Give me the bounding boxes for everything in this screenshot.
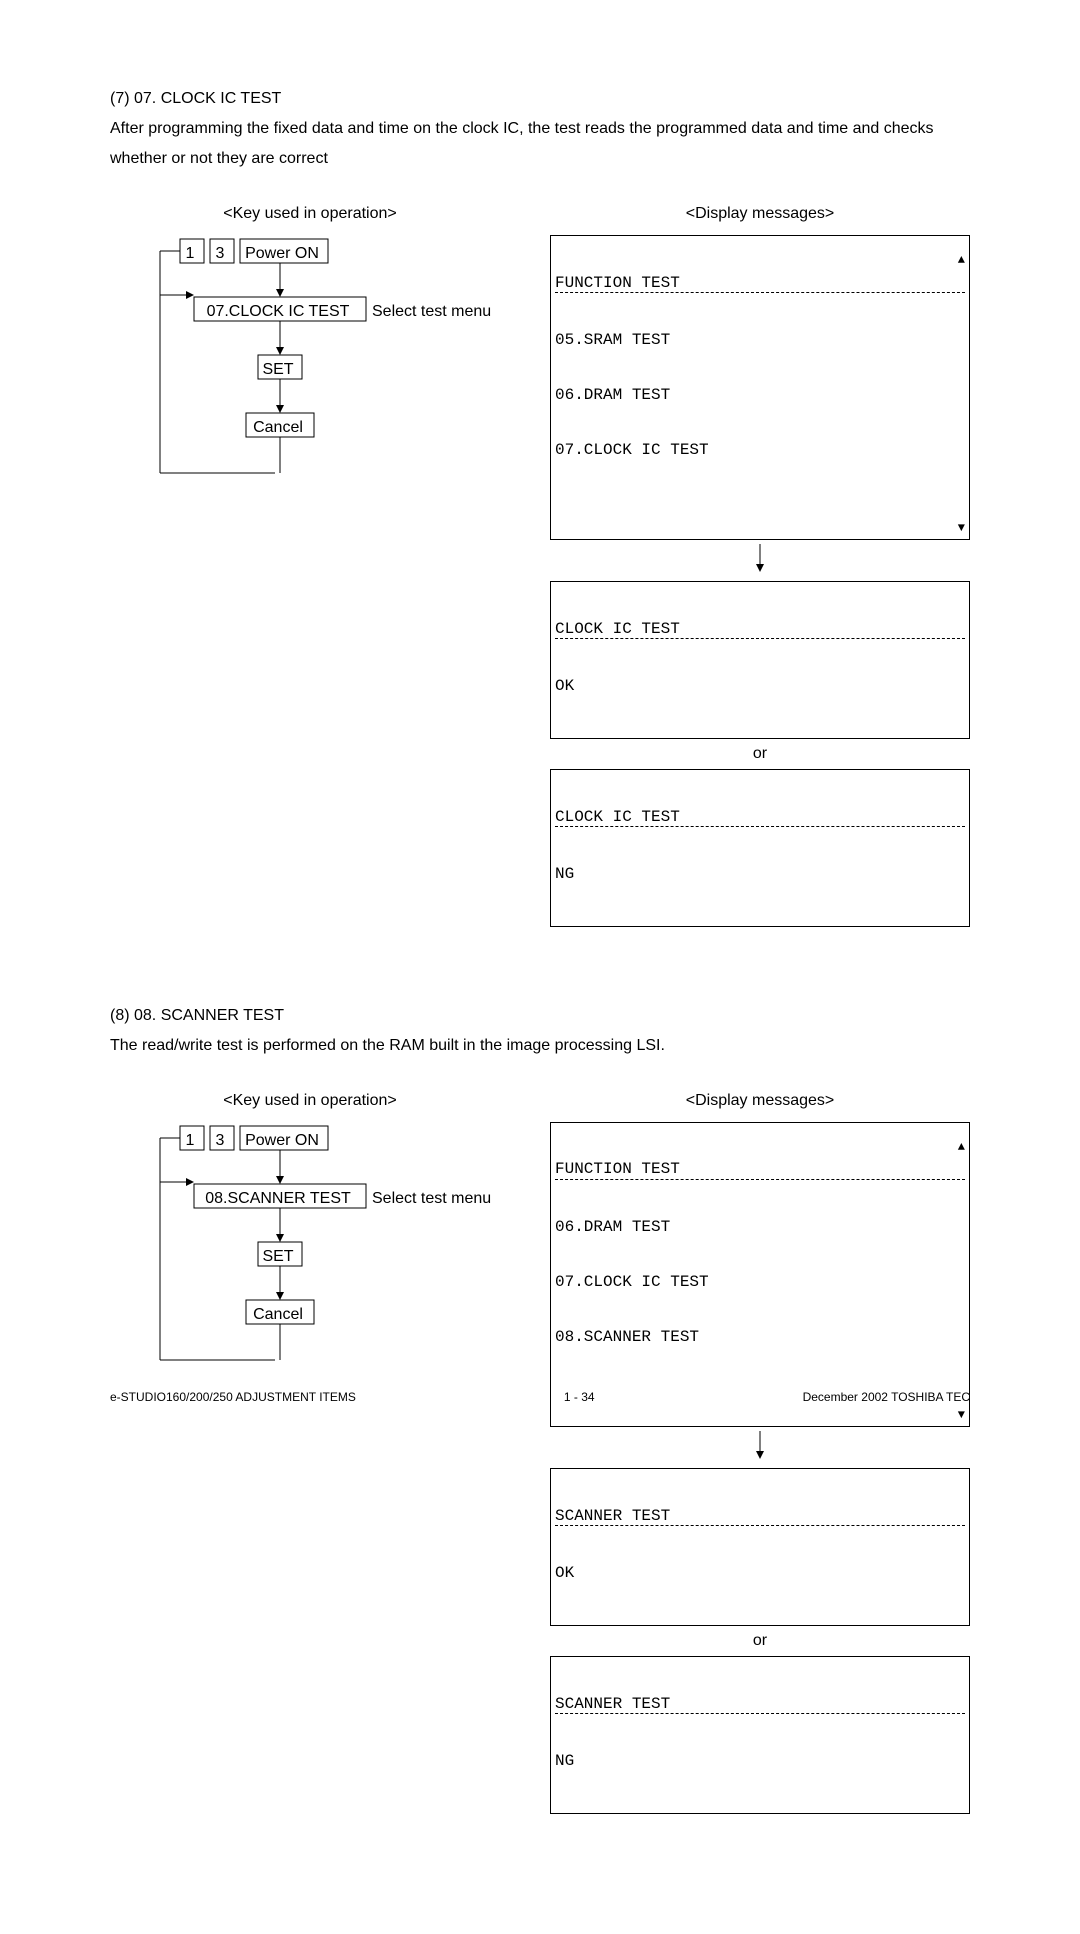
menu-box-text: 07.CLOCK IC TEST xyxy=(192,303,364,321)
set-box: SET xyxy=(256,1248,300,1266)
section7-title: (7) 07. CLOCK IC TEST xyxy=(110,90,970,108)
section8-flowchart xyxy=(120,1122,500,1382)
lcd-ng-l2: NG xyxy=(555,865,965,883)
section8-block: <Key used in operation> xyxy=(110,1092,970,1815)
lcd-ng-l1: SCANNER TEST xyxy=(555,1695,965,1714)
page: (7) 07. CLOCK IC TEST After programming … xyxy=(0,0,1080,1934)
menu-label: Select test menu xyxy=(372,1190,491,1208)
lcd-function-menu: FUNCTION TEST 06.DRAM TEST 07.CLOCK IC T… xyxy=(550,1122,970,1427)
section7-right-heading: <Display messages> xyxy=(550,205,970,223)
key-3: 3 xyxy=(208,1132,232,1150)
section7-left-heading: <Key used in operation> xyxy=(110,205,510,223)
lcd-ng: CLOCK IC TEST NG xyxy=(550,769,970,927)
cancel-box: Cancel xyxy=(244,1306,312,1324)
lcd-l3: 06.DRAM TEST xyxy=(555,386,965,404)
section-8: (8) 08. SCANNER TEST The read/write test… xyxy=(110,1007,970,1814)
lcd-ok-l1: SCANNER TEST xyxy=(555,1507,965,1526)
lcd-ok: SCANNER TEST OK xyxy=(550,1468,970,1626)
footer-center: 1 - 34 xyxy=(564,1390,595,1404)
section7-right: <Display messages> FUNCTION TEST 05.SRAM… xyxy=(550,205,970,928)
lcd-ok-l1: CLOCK IC TEST xyxy=(555,620,965,639)
up-arrow-icon: ▲ xyxy=(958,1141,965,1155)
section7-desc: After programming the fixed data and tim… xyxy=(110,114,970,175)
section-7: (7) 07. CLOCK IC TEST After programming … xyxy=(110,90,970,927)
section8-left-heading: <Key used in operation> xyxy=(110,1092,510,1110)
lcd-l2: 06.DRAM TEST xyxy=(555,1218,965,1236)
lcd-ok-l2: OK xyxy=(555,1564,965,1582)
section7-block: <Key used in operation> xyxy=(110,205,970,928)
or-label: or xyxy=(550,739,970,769)
page-footer: e-STUDIO160/200/250 ADJUSTMENT ITEMS 1 -… xyxy=(0,1390,1080,1404)
cancel-box: Cancel xyxy=(244,419,312,437)
section8-desc: The read/write test is performed on the … xyxy=(110,1031,970,1061)
lcd-ok-l2: OK xyxy=(555,677,965,695)
section8-right: <Display messages> FUNCTION TEST 06.DRAM… xyxy=(550,1092,970,1815)
lcd-l4: 08.SCANNER TEST xyxy=(555,1328,965,1346)
power-on: Power ON xyxy=(238,245,326,263)
section8-title: (8) 08. SCANNER TEST xyxy=(110,1007,970,1025)
lcd-ok: CLOCK IC TEST OK xyxy=(550,581,970,739)
key-1: 1 xyxy=(178,245,202,263)
up-arrow-icon: ▲ xyxy=(958,254,965,268)
lcd-l4: 07.CLOCK IC TEST xyxy=(555,441,965,459)
lcd-l1: FUNCTION TEST xyxy=(555,1160,965,1179)
down-arrow-icon: ▼ xyxy=(958,522,965,536)
key-1: 1 xyxy=(178,1132,202,1150)
lcd-ng: SCANNER TEST NG xyxy=(550,1656,970,1814)
section7-left: <Key used in operation> xyxy=(110,205,510,928)
power-on: Power ON xyxy=(238,1132,326,1150)
key-3: 3 xyxy=(208,245,232,263)
down-arrow-icon: ▼ xyxy=(958,1409,965,1423)
section8-left: <Key used in operation> xyxy=(110,1092,510,1815)
section8-right-heading: <Display messages> xyxy=(550,1092,970,1110)
lcd-l1: FUNCTION TEST xyxy=(555,274,965,293)
menu-label: Select test menu xyxy=(372,303,491,321)
lcd-ng-l1: CLOCK IC TEST xyxy=(555,808,965,827)
menu-box-text: 08.SCANNER TEST xyxy=(192,1190,364,1208)
footer-right: December 2002 TOSHIBA TEC xyxy=(803,1390,970,1404)
down-connector xyxy=(550,540,970,581)
section7-flowchart xyxy=(120,235,500,495)
lcd-function-menu: FUNCTION TEST 05.SRAM TEST 06.DRAM TEST … xyxy=(550,235,970,540)
or-label: or xyxy=(550,1626,970,1656)
footer-left: e-STUDIO160/200/250 ADJUSTMENT ITEMS xyxy=(110,1390,356,1404)
lcd-ng-l2: NG xyxy=(555,1752,965,1770)
set-box: SET xyxy=(256,361,300,379)
lcd-l3: 07.CLOCK IC TEST xyxy=(555,1273,965,1291)
down-connector xyxy=(550,1427,970,1468)
lcd-l2: 05.SRAM TEST xyxy=(555,331,965,349)
